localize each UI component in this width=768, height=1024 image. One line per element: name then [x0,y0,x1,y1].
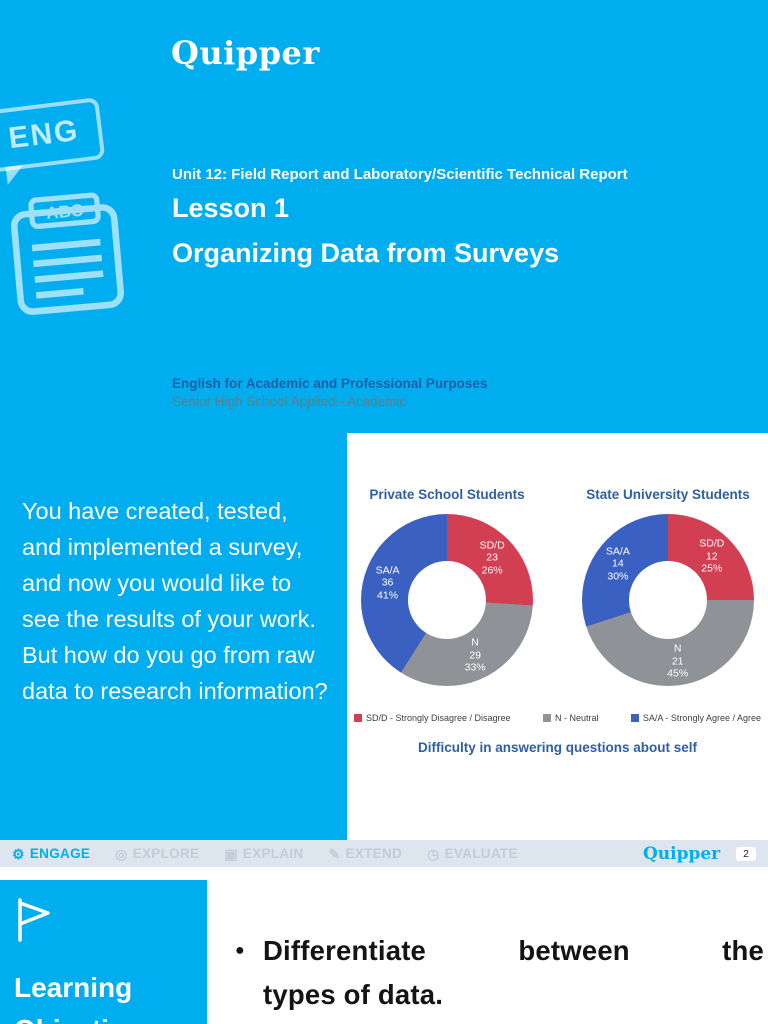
donut-slice-label: SA/A 14 30% [605,544,630,582]
intro-paragraph: You have created, tested, and implemente… [22,498,328,704]
legend-label: SD/D - Strongly Disagree / Disagree [366,713,511,723]
bullet-icon: ● [235,942,245,959]
chart-state-university: State University Students SD/D 12 25% N 21 45… [573,487,763,686]
engage-slide: You have created, tested, and implemente… [0,433,768,840]
legend-item: SA/A - Strongly Agree / Agree [630,713,761,723]
objective-bullet: ● Differentiate between the types of dat… [235,929,764,1017]
objective-text-line1: Differentiate between the [263,935,764,966]
donut-charts: Private School Students SD/D 23 26% N 29 33% S… [347,487,768,686]
donut-chart: SD/D 12 25% N 21 45% SA/A 14 30% [582,514,754,686]
donut-hole [629,561,707,639]
tab-explain[interactable]: ▣ EXPLAIN [224,846,303,861]
donut-hole [408,561,486,639]
tab-engage[interactable]: ⚙ ENGAGE [12,846,90,861]
board-icon: ▣ [224,845,238,862]
chart-panel: Private School Students SD/D 23 26% N 29 33% S… [347,433,768,840]
tab-explore[interactable]: ◎ EXPLORE [115,846,199,861]
legend-swatch-saa [630,714,639,722]
objectives-title-line1: Learning [14,972,133,1003]
tab-extend[interactable]: ✎ EXTEND [328,846,402,861]
gear-icon: ⚙ [12,845,25,862]
donut-slice-label: SD/D 12 25% [699,537,725,575]
clock-icon: ◷ [427,845,440,862]
legend-label: SA/A - Strongly Agree / Agree [642,713,761,723]
lesson-number: Lesson 1 [172,193,290,223]
tab-label: EVALUATE [444,846,518,861]
phase-navbar: ⚙ ENGAGE ◎ EXPLORE ▣ EXPLAIN ✎ EXTEND ◷ … [0,840,768,867]
flag-icon [12,896,56,944]
objective-text-line2: types of data. [263,979,444,1010]
lesson-title: Organizing Data from Surveys [172,238,560,268]
legend-swatch-sdd [354,714,362,722]
tab-label: EXTEND [345,846,403,861]
legend-label: N - Neutral [554,713,599,723]
objectives-slide: Learning Objectives ● Differentiate betw… [0,867,768,1024]
abc-book-icon: ABC [0,186,142,329]
quipper-footer-logo: Quipper [642,843,721,864]
donut-slice-label: N 29 33% [464,636,486,674]
objective-text: Differentiate between the types of data. [263,929,764,1017]
learning-objectives-box: Learning Objectives [0,880,207,1024]
chart-caption: Difficulty in answering questions about … [417,740,698,755]
chart-title: Private School Students [369,487,525,502]
eng-badge-label: ENG [6,113,82,156]
donut-slice-label: SD/D 23 26% [479,538,505,576]
objectives-title-line2: Objectives [14,1014,156,1024]
chart-legend: SD/D - Strongly Disagree / Disagree N - … [347,713,768,723]
page-number: 2 [736,846,756,861]
legend-swatch-neutral [542,714,551,722]
unit-heading: Unit 12: Field Report and Laboratory/Sci… [172,166,628,183]
donut-slice-label: SA/A 36 41% [375,563,400,601]
abc-badge-label: ABC [45,200,84,223]
navbar-right: Quipper 2 [643,844,756,864]
legend-item: N - Neutral [542,713,599,723]
donut-chart: SD/D 23 26% N 29 33% SA/A 36 41% [361,514,533,686]
title-slide: Quipper ENG ABC Unit 12: Field Report an… [0,0,768,433]
pencil-icon: ✎ [328,845,341,862]
donut-slice-label: N 21 45% [667,642,689,680]
compass-icon: ◎ [115,845,128,862]
subject-line: English for Academic and Professional Pu… [172,376,488,391]
legend-item: SD/D - Strongly Disagree / Disagree [354,713,511,723]
speech-bubble-eng-icon: ENG [0,97,106,173]
tab-label: EXPLAIN [242,846,304,861]
chart-title: State University Students [586,487,750,502]
tab-label: ENGAGE [29,846,91,861]
track-line: Senior High School Applied - Academic [172,394,407,409]
chart-private-school: Private School Students SD/D 23 26% N 29 33% S… [352,487,542,686]
tab-label: EXPLORE [132,846,200,861]
tab-evaluate[interactable]: ◷ EVALUATE [427,846,518,861]
quipper-logo: Quipper [171,34,320,72]
